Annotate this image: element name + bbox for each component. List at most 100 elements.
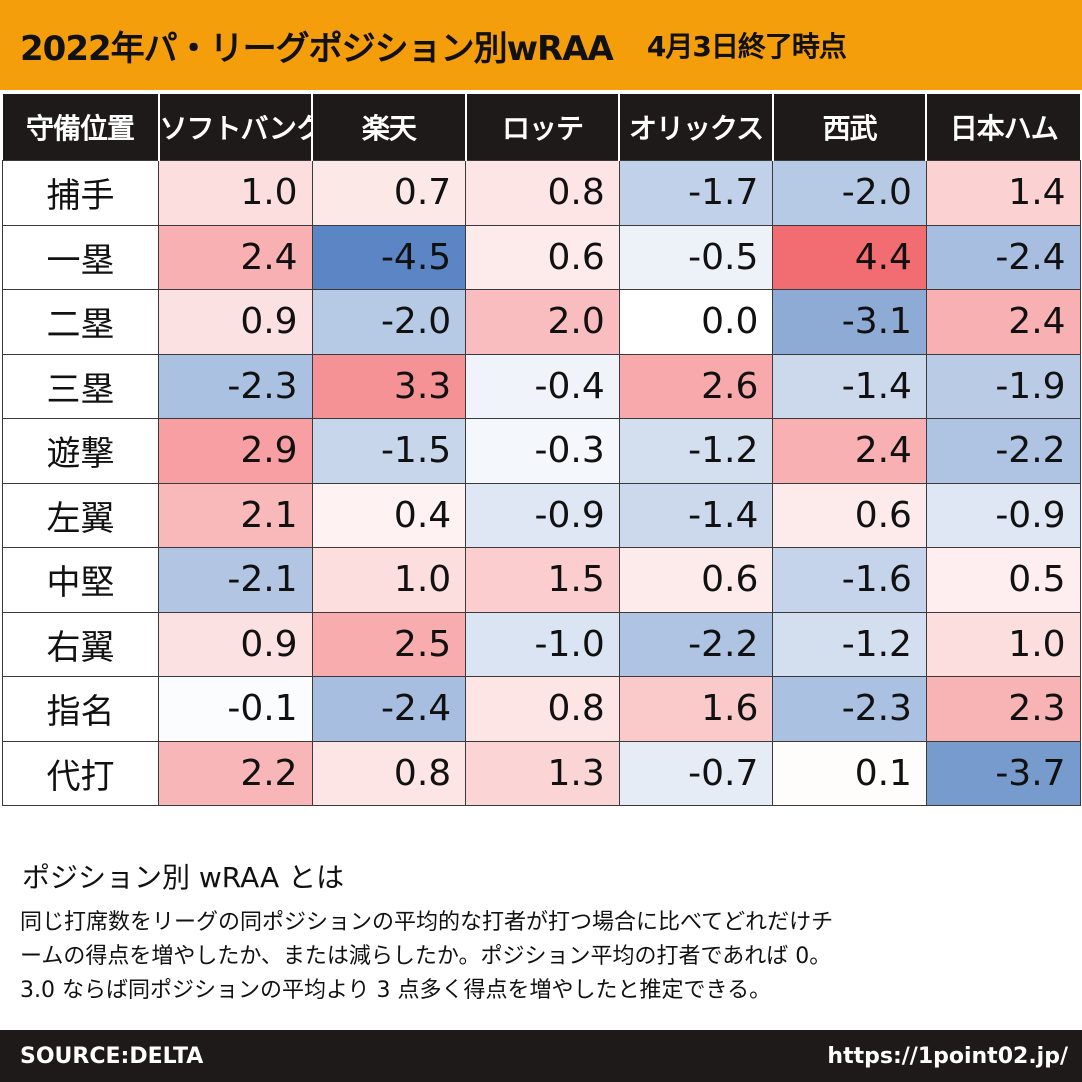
wraa-cell: -2.0 bbox=[311, 289, 467, 355]
wraa-cell: -3.7 bbox=[925, 740, 1081, 806]
title-bar: 2022年パ・リーグポジション別wRAA 4月3日終了時点 bbox=[0, 0, 1082, 90]
wraa-cell: -0.1 bbox=[158, 676, 313, 742]
wraa-cell: -2.4 bbox=[311, 676, 467, 742]
wraa-cell: 1.0 bbox=[158, 160, 313, 226]
table-row: 中堅 -2.1 1.0 1.5 0.6 -1.6 0.5 bbox=[2, 547, 1081, 613]
wraa-cell: -0.9 bbox=[925, 482, 1081, 548]
wraa-cell: -2.4 bbox=[925, 224, 1081, 290]
wraa-cell: 4.4 bbox=[772, 224, 927, 290]
table-row: 捕手 1.0 0.7 0.8 -1.7 -2.0 1.4 bbox=[2, 160, 1081, 226]
position-label: 右翼 bbox=[2, 611, 159, 677]
position-label: 捕手 bbox=[2, 160, 159, 226]
explanation-body: 同じ打席数をリーグの同ポジションの平均的な打者が打つ場合に比べてどれだけチ ーム… bbox=[20, 906, 1070, 1008]
wraa-cell: -2.3 bbox=[158, 353, 313, 419]
wraa-cell: 2.6 bbox=[618, 353, 774, 419]
wraa-cell: 2.1 bbox=[158, 482, 313, 548]
wraa-cell: 0.0 bbox=[618, 289, 774, 355]
wraa-cell: -1.2 bbox=[772, 611, 927, 677]
wraa-cell: -0.5 bbox=[618, 224, 774, 290]
table-body: 捕手 1.0 0.7 0.8 -1.7 -2.0 1.4 一塁 2.4 -4.5 0.6 -0.5 4.… bbox=[2, 160, 1081, 806]
wraa-cell: 2.0 bbox=[465, 289, 620, 355]
wraa-cell: -0.7 bbox=[618, 740, 774, 806]
wraa-cell: 2.3 bbox=[925, 676, 1081, 742]
wraa-cell: 2.4 bbox=[925, 289, 1081, 355]
wraa-cell: -1.6 bbox=[772, 547, 927, 613]
wraa-cell: 0.9 bbox=[158, 611, 313, 677]
wraa-cell: 1.0 bbox=[925, 611, 1081, 677]
wraa-cell: 0.8 bbox=[311, 740, 467, 806]
site-url[interactable]: https://1point02.jp/ bbox=[827, 1043, 1068, 1069]
wraa-cell: -2.2 bbox=[925, 418, 1081, 484]
wraa-cell: -1.7 bbox=[618, 160, 774, 226]
team-header: 楽天 bbox=[311, 94, 466, 161]
wraa-cell: -1.4 bbox=[772, 353, 927, 419]
position-label: 一塁 bbox=[2, 224, 159, 290]
team-header: ロッテ bbox=[464, 94, 620, 161]
wraa-cell: 1.6 bbox=[618, 676, 774, 742]
table-row: 代打 2.2 0.8 1.3 -0.7 0.1 -3.7 bbox=[2, 740, 1081, 806]
wraa-cell: -0.9 bbox=[465, 482, 620, 548]
wraa-cell: 0.9 bbox=[158, 289, 313, 355]
table-row: 指名 -0.1 -2.4 0.8 1.6 -2.3 2.3 bbox=[2, 676, 1081, 742]
chart-date: 4月3日終了時点 bbox=[646, 30, 847, 63]
wraa-cell: 0.5 bbox=[925, 547, 1081, 613]
wraa-cell: -2.1 bbox=[158, 547, 313, 613]
wraa-cell: -2.2 bbox=[618, 611, 774, 677]
wraa-cell: 0.7 bbox=[311, 160, 467, 226]
wraa-cell: 1.4 bbox=[925, 160, 1081, 226]
footer-bar: SOURCE:DELTA https://1point02.jp/ bbox=[0, 1030, 1082, 1082]
chart-title: 2022年パ・リーグポジション別wRAA bbox=[20, 28, 614, 69]
corner-label: 守備位置 bbox=[2, 94, 159, 161]
team-header: 西武 bbox=[771, 94, 927, 161]
position-label: 左翼 bbox=[2, 482, 159, 548]
wraa-cell: 0.8 bbox=[465, 160, 620, 226]
wraa-cell: 0.4 bbox=[311, 482, 467, 548]
wraa-cell: 0.6 bbox=[772, 482, 927, 548]
team-header: ソフトバンク bbox=[157, 94, 313, 161]
table-row: 一塁 2.4 -4.5 0.6 -0.5 4.4 -2.4 bbox=[2, 224, 1081, 290]
explanation-line: 同じ打席数をリーグの同ポジションの平均的な打者が打つ場合に比べてどれだけチ bbox=[20, 910, 834, 935]
wraa-cell: -1.4 bbox=[618, 482, 774, 548]
explanation-line: 3.0 ならば同ポジションの平均より 3 点多く得点を増やしたと推定できる。 bbox=[20, 978, 772, 1003]
explanation-line: ームの得点を増やしたか、または減らしたか。ポジション平均の打者であれば 0。 bbox=[20, 944, 832, 969]
table-row: 左翼 2.1 0.4 -0.9 -1.4 0.6 -0.9 bbox=[2, 482, 1081, 548]
wraa-cell: -0.4 bbox=[465, 353, 620, 419]
wraa-cell: 3.3 bbox=[311, 353, 467, 419]
wraa-table: 守備位置 ソフトバンク 楽天 ロッテ オリックス 西武 日本ハム 捕手 1.0 0.… bbox=[2, 94, 1081, 806]
wraa-cell: 1.3 bbox=[465, 740, 620, 806]
wraa-cell: 0.8 bbox=[465, 676, 620, 742]
team-header: オリックス bbox=[618, 94, 773, 161]
wraa-cell: -1.0 bbox=[465, 611, 620, 677]
position-label: 指名 bbox=[2, 676, 159, 742]
position-label: 三塁 bbox=[2, 353, 159, 419]
header-row: 守備位置 ソフトバンク 楽天 ロッテ オリックス 西武 日本ハム bbox=[2, 94, 1081, 161]
table-row: 遊撃 2.9 -1.5 -0.3 -1.2 2.4 -2.2 bbox=[2, 418, 1081, 484]
team-header: 日本ハム bbox=[925, 94, 1081, 161]
wraa-cell: -3.1 bbox=[772, 289, 927, 355]
table-row: 三塁 -2.3 3.3 -0.4 2.6 -1.4 -1.9 bbox=[2, 353, 1081, 419]
source-label: SOURCE:DELTA bbox=[20, 1043, 204, 1069]
wraa-cell: 2.5 bbox=[311, 611, 467, 677]
position-label: 二塁 bbox=[2, 289, 159, 355]
wraa-cell: 2.2 bbox=[158, 740, 313, 806]
wraa-cell: 0.6 bbox=[465, 224, 620, 290]
position-label: 代打 bbox=[2, 740, 159, 806]
wraa-cell: 0.6 bbox=[618, 547, 774, 613]
wraa-cell: -1.5 bbox=[311, 418, 467, 484]
position-label: 遊撃 bbox=[2, 418, 159, 484]
wraa-cell: 2.4 bbox=[772, 418, 927, 484]
wraa-cell: -1.2 bbox=[618, 418, 774, 484]
wraa-cell: -2.3 bbox=[772, 676, 927, 742]
wraa-cell: -1.9 bbox=[925, 353, 1081, 419]
wraa-cell: -4.5 bbox=[311, 224, 467, 290]
wraa-cell: -0.3 bbox=[465, 418, 620, 484]
wraa-cell: 1.0 bbox=[311, 547, 467, 613]
wraa-cell: 0.1 bbox=[772, 740, 927, 806]
explanation-title: ポジション別 wRAA とは bbox=[22, 861, 345, 894]
wraa-cell: 2.9 bbox=[158, 418, 313, 484]
wraa-cell: 1.5 bbox=[465, 547, 620, 613]
wraa-cell: -2.0 bbox=[772, 160, 927, 226]
table-row: 二塁 0.9 -2.0 2.0 0.0 -3.1 2.4 bbox=[2, 289, 1081, 355]
position-label: 中堅 bbox=[2, 547, 159, 613]
table-row: 右翼 0.9 2.5 -1.0 -2.2 -1.2 1.0 bbox=[2, 611, 1081, 677]
